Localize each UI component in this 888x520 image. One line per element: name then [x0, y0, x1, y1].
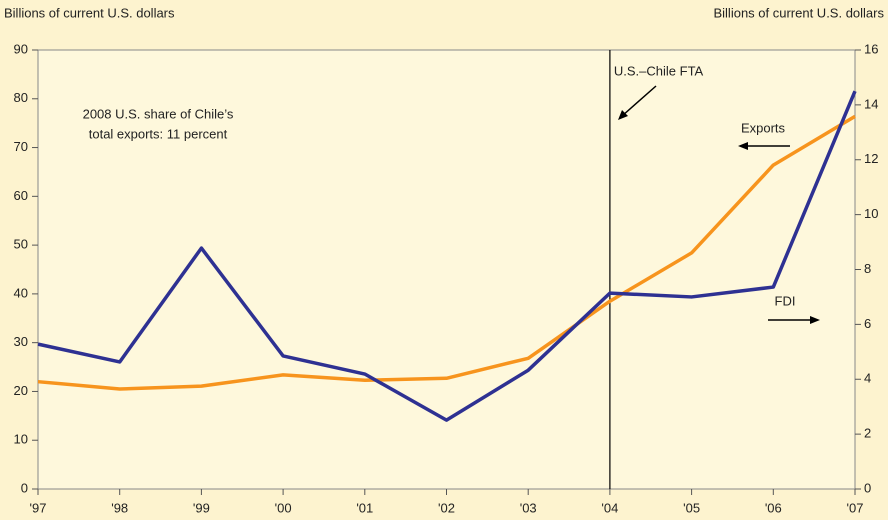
arrowhead [738, 142, 748, 150]
x-tick-label: '98 [111, 500, 128, 515]
y-tick-label: 90 [14, 41, 28, 56]
y-tick-label: 70 [14, 139, 28, 154]
series-line [37, 90, 857, 422]
annotation: total exports: 11 percent [89, 126, 228, 141]
y2-axis-label: Billions of current U.S. dollars [713, 5, 884, 20]
series-label: Exports [741, 120, 786, 135]
series-line [37, 114, 856, 391]
fta-label: U.S.–Chile FTA [614, 63, 704, 78]
y-tick-label: 60 [14, 188, 28, 203]
y2-tick-label: 6 [864, 316, 871, 331]
y2-tick-label: 4 [864, 371, 871, 386]
y2-tick-label: 16 [864, 41, 878, 56]
y-tick-label: 50 [14, 237, 28, 252]
arrowhead [810, 316, 820, 324]
y2-tick-label: 0 [864, 480, 871, 495]
x-tick-label: '06 [765, 500, 782, 515]
x-tick-label: '00 [275, 500, 292, 515]
arrow [621, 85, 657, 117]
plot-area [37, 49, 856, 490]
y-tick-label: 0 [21, 480, 28, 495]
x-tick-label: '02 [438, 500, 455, 515]
y-axis-label: Billions of current U.S. dollars [4, 5, 175, 20]
x-tick-label: '99 [193, 500, 210, 515]
x-tick-label: '05 [683, 500, 700, 515]
arrowhead [618, 110, 628, 120]
y2-tick-label: 8 [864, 261, 871, 276]
y-tick-label: 10 [14, 432, 28, 447]
x-tick-label: '04 [601, 500, 618, 515]
y-tick-label: 40 [14, 285, 28, 300]
x-tick-label: '97 [30, 500, 47, 515]
x-tick-label: '03 [520, 500, 537, 515]
y-tick-label: 20 [14, 383, 28, 398]
y-tick-label: 80 [14, 90, 28, 105]
y2-tick-label: 14 [864, 96, 878, 111]
y2-tick-label: 2 [864, 426, 871, 441]
x-tick-label: '07 [847, 500, 864, 515]
annotation: 2008 U.S. share of Chile’s [83, 106, 234, 121]
y-tick-label: 30 [14, 334, 28, 349]
x-tick-label: '01 [356, 500, 373, 515]
y2-tick-label: 10 [864, 206, 878, 221]
y2-tick-label: 12 [864, 151, 878, 166]
series-label: FDI [775, 293, 796, 308]
